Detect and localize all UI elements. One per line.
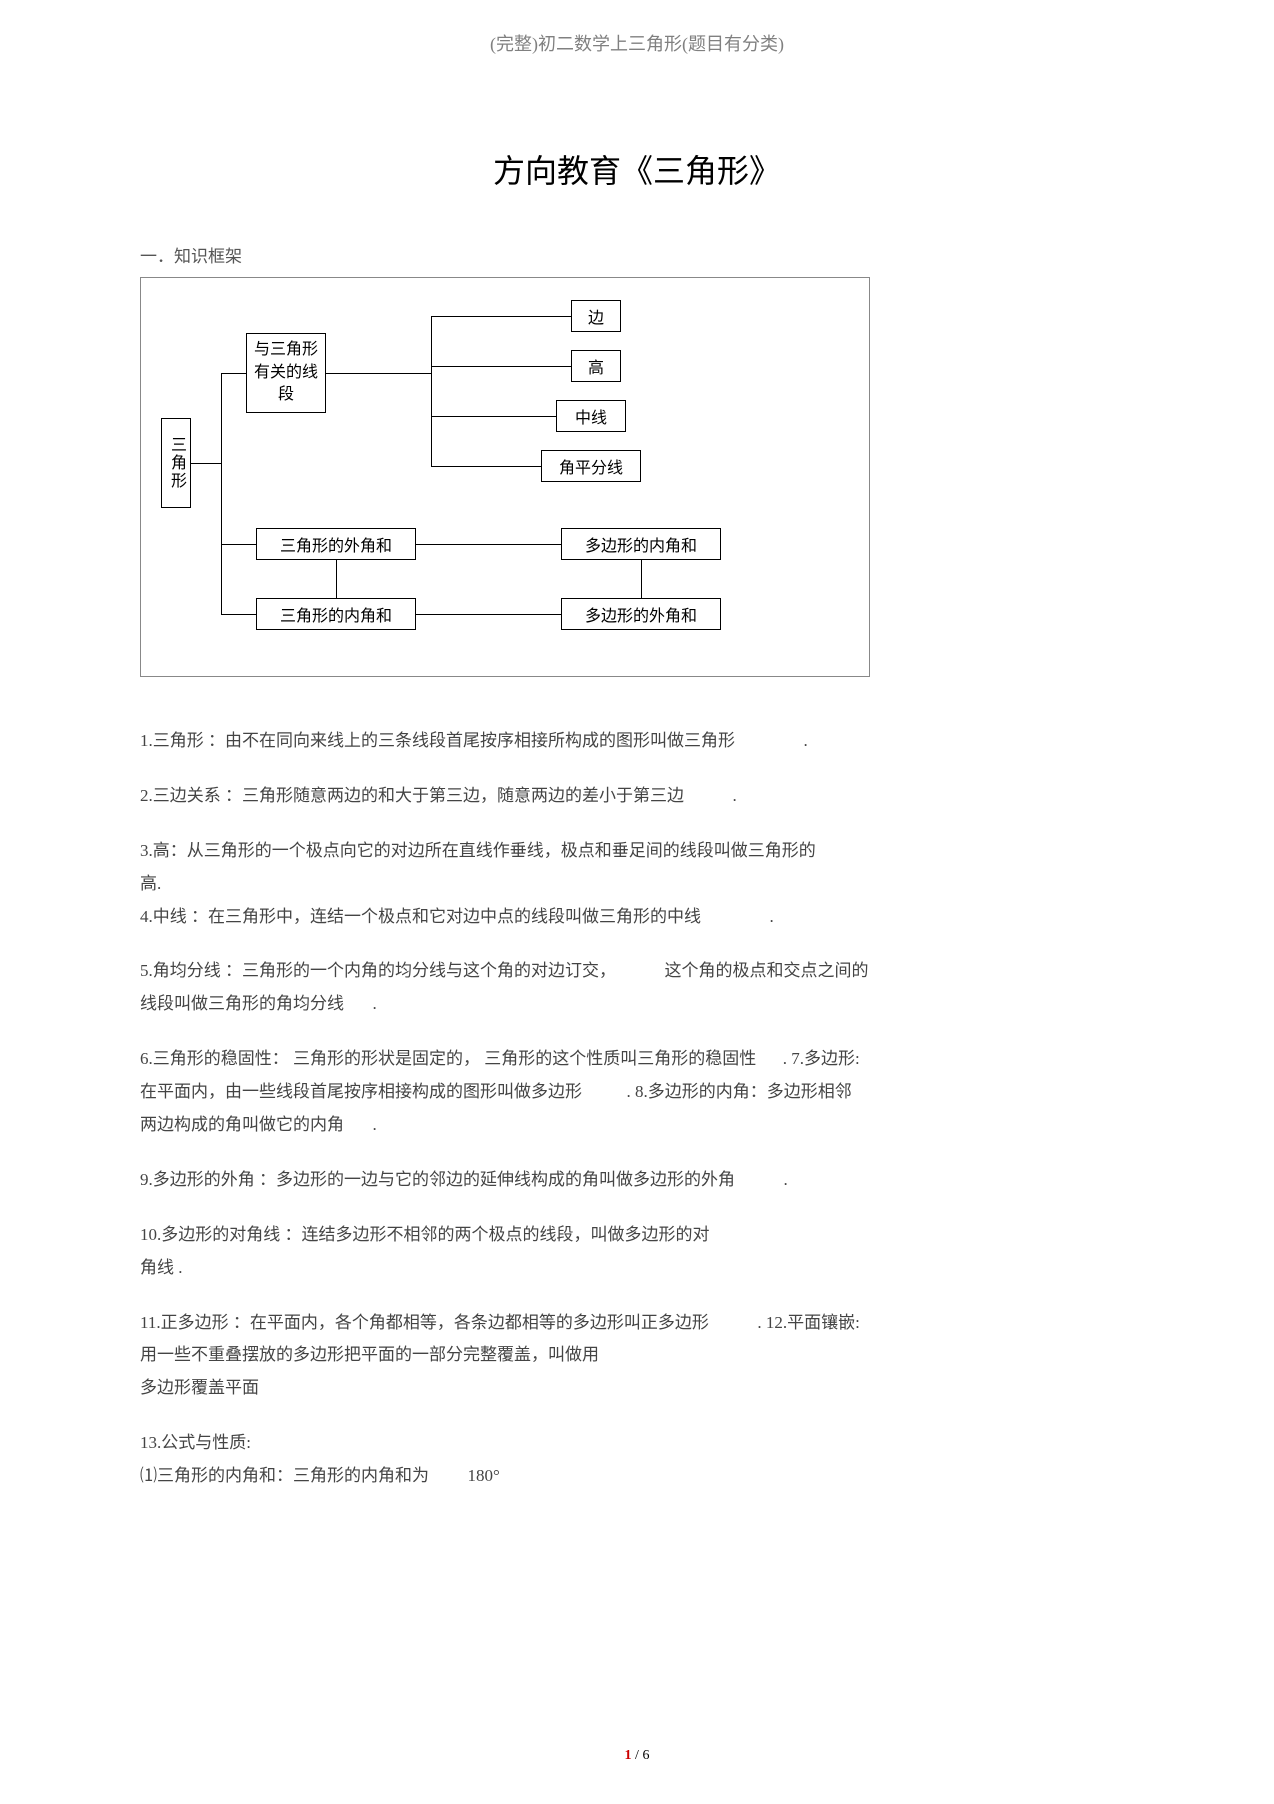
diagram-leaf-median: 中线 — [556, 400, 626, 432]
text: 在平面内，由一些线段首尾按序相接构成的图形叫做多边形 — [140, 1082, 582, 1101]
text: 5.角均分线 ：三角形的一个内角的均分线与这个角的对边订交， — [140, 961, 616, 980]
text: . 12.平面镶嵌: — [757, 1313, 859, 1332]
item-13-line2: ⑴三角形的内角和：三角形的内角和为 180° — [140, 1462, 1134, 1491]
diagram-connector — [221, 373, 222, 614]
body-text: 1.三角形 ：由不在同向来线上的三条线段首尾按序相接所构成的图形叫做三角形 . … — [140, 727, 1134, 1491]
diagram-leaf-side: 边 — [571, 300, 621, 332]
diagram-connector — [431, 416, 556, 417]
item-6-line2: 在平面内，由一些线段首尾按序相接构成的图形叫做多边形 . 8.多边形的内角：多边… — [140, 1078, 1134, 1107]
item-6-line3: 两边构成的角叫做它的内角 . — [140, 1111, 1134, 1140]
text: 这个角的极点和交点之间的 — [665, 961, 869, 980]
diagram-connector — [431, 466, 541, 467]
dot: . — [373, 1115, 377, 1134]
text: . 7.多边形: — [783, 1049, 860, 1068]
page-total: 6 — [642, 1748, 649, 1763]
diagram-ext-angle-sum: 三角形的外角和 — [256, 528, 416, 560]
diagram-leaf-bisector: 角平分线 — [541, 450, 641, 482]
text: ⑴三角形的内角和：三角形的内角和为 — [140, 1466, 429, 1485]
dot: . — [784, 1170, 788, 1189]
item-3-line1: 3.高：从三角形的一个极点向它的对边所在直线作垂线，极点和垂足间的线段叫做三角形… — [140, 837, 1134, 866]
diagram-connector — [221, 544, 256, 545]
item-13-line1: 13.公式与性质: — [140, 1429, 1134, 1458]
page-number: 1 / 6 — [0, 1748, 1274, 1764]
item-3-line2: 高. — [140, 870, 1134, 899]
main-title: 方向教育《三角形》 — [140, 146, 1134, 192]
section-heading: 一．知识框架 — [140, 242, 1134, 267]
diagram-connector — [221, 373, 246, 374]
diagram-connector — [431, 316, 432, 466]
text: 6.三角形的稳固性： 三角形的形状是固定的， 三角形的这个性质叫三角形的稳固性 — [140, 1049, 756, 1068]
diagram-connector — [416, 614, 561, 615]
document-header: (完整)初二数学上三角形(题目有分类) — [140, 30, 1134, 56]
dot: . — [373, 994, 377, 1013]
page: (完整)初二数学上三角形(题目有分类) 方向教育《三角形》 一．知识框架 三角形… — [0, 0, 1274, 1804]
text: 180° — [468, 1466, 500, 1485]
item-1: 1.三角形 ：由不在同向来线上的三条线段首尾按序相接所构成的图形叫做三角形 . — [140, 727, 1134, 756]
page-current: 1 — [625, 1748, 632, 1763]
item-2: 2.三边关系 ：三角形随意两边的和大于第三边，随意两边的差小于第三边 . — [140, 782, 1134, 811]
item-6-line1: 6.三角形的稳固性： 三角形的形状是固定的， 三角形的这个性质叫三角形的稳固性 … — [140, 1045, 1134, 1074]
dot: . — [804, 731, 808, 750]
diagram-poly-ext-angle: 多边形的外角和 — [561, 598, 721, 630]
page-sep: / — [632, 1748, 643, 1763]
item-9: 9.多边形的外角 ：多边形的一边与它的邻边的延伸线构成的角叫做多边形的外角 . — [140, 1166, 1134, 1195]
text: 4.中线 ：在三角形中，连结一个极点和它对边中点的线段叫做三角形的中线 — [140, 907, 701, 926]
diagram-connector — [326, 373, 431, 374]
diagram-root-node: 三角形 — [161, 418, 191, 508]
text: 9.多边形的外角 ：多边形的一边与它的邻边的延伸线构成的角叫做多边形的外角 — [140, 1170, 735, 1189]
diagram-poly-int-angle: 多边形的内角和 — [561, 528, 721, 560]
diagram-branch-segments: 与三角形有关的线段 — [246, 333, 326, 413]
text: 11.正多边形 ：在平面内，各个角都相等，各条边都相等的多边形叫正多边形 — [140, 1313, 709, 1332]
knowledge-diagram: 三角形 与三角形有关的线段 边 高 中线 角平分线 三角形的外角和 多边形的内角… — [140, 277, 870, 677]
text: 2.三边关系 ：三角形随意两边的和大于第三边，随意两边的差小于第三边 — [140, 786, 684, 805]
item-11-line2: 用一些不重叠摆放的多边形把平面的一部分完整覆盖，叫做用 — [140, 1341, 1134, 1370]
diagram-connector — [336, 560, 337, 598]
item-5-line1: 5.角均分线 ：三角形的一个内角的均分线与这个角的对边订交， 这个角的极点和交点… — [140, 957, 1134, 986]
text: . 8.多边形的内角：多边形相邻 — [627, 1082, 852, 1101]
item-4: 4.中线 ：在三角形中，连结一个极点和它对边中点的线段叫做三角形的中线 . — [140, 903, 1134, 932]
diagram-connector — [416, 544, 561, 545]
diagram-connector — [191, 463, 221, 464]
item-11-line1: 11.正多边形 ：在平面内，各个角都相等，各条边都相等的多边形叫正多边形 . 1… — [140, 1309, 1134, 1338]
item-5-line2: 线段叫做三角形的角均分线 . — [140, 990, 1134, 1019]
diagram-connector — [641, 560, 642, 598]
item-11-line3: 多边形覆盖平面 — [140, 1374, 1134, 1403]
text: 两边构成的角叫做它的内角 — [140, 1115, 344, 1134]
item-10-line1: 10.多边形的对角线 ：连结多边形不相邻的两个极点的线段，叫做多边形的对 — [140, 1221, 1134, 1250]
item-10-line2: 角线 . — [140, 1254, 1134, 1283]
dot: . — [733, 786, 737, 805]
dot: . — [770, 907, 774, 926]
diagram-connector — [431, 316, 571, 317]
text: 线段叫做三角形的角均分线 — [140, 994, 344, 1013]
diagram-leaf-height: 高 — [571, 350, 621, 382]
text: 1.三角形 ：由不在同向来线上的三条线段首尾按序相接所构成的图形叫做三角形 — [140, 731, 735, 750]
diagram-connector — [221, 614, 256, 615]
diagram-int-angle-sum: 三角形的内角和 — [256, 598, 416, 630]
diagram-connector — [431, 366, 571, 367]
